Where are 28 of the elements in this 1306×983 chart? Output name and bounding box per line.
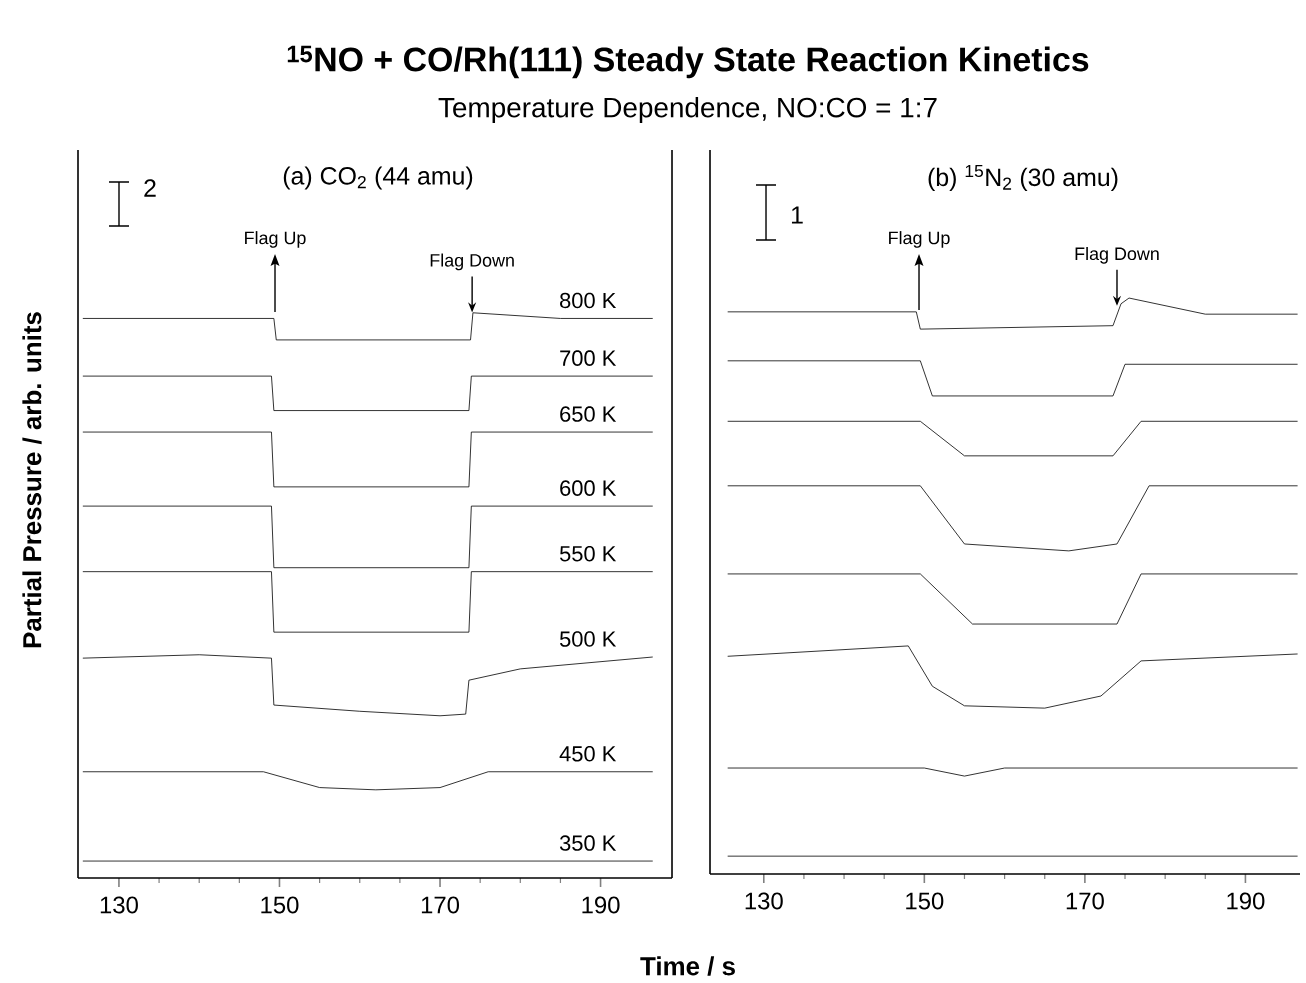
y-axis-title: Partial Pressure / arb. units [22, 312, 42, 648]
chart-subtitle: Temperature Dependence, NO:CO = 1:7 [438, 97, 937, 123]
series-label: 350 K [559, 835, 617, 851]
text: 1 [791, 206, 803, 224]
x-tick-label: 150 [261, 896, 299, 914]
series-label: 550 K [559, 545, 617, 562]
x-tick-label: 150 [906, 892, 944, 910]
text: Flag Up [245, 231, 306, 248]
x-tick-label: 190 [582, 896, 620, 914]
text: (a) CO$_{2}$ (44 amu) [283, 166, 473, 190]
annotation: Flag Down [430, 253, 514, 271]
series-label: 700 K [560, 350, 617, 366]
series-label: 650 K [560, 406, 617, 422]
text: 2 [144, 179, 156, 197]
x-tick-label: 190 [1227, 892, 1265, 910]
annotation: Flag Down [1075, 246, 1159, 264]
x-tick-label: 130 [100, 896, 138, 914]
x-tick-label: 130 [745, 892, 783, 910]
series-label: 450 K [559, 746, 617, 762]
text: (b) $^{15}$N$_{2}$ (30 amu) [928, 164, 1118, 192]
x-tick-label: 170 [1066, 892, 1104, 910]
series-label: 500 K [559, 631, 617, 647]
x-tick-label: 170 [421, 896, 460, 914]
series-label: 800 K [560, 292, 617, 309]
x-axis-title: Time / s [640, 956, 735, 976]
chart-title: $^{15}$NO + CO/Rh(111) Steady State Reaction Kinetics [287, 45, 1089, 79]
series-label: 600 K [560, 480, 617, 496]
text: Flag Up [889, 231, 950, 248]
